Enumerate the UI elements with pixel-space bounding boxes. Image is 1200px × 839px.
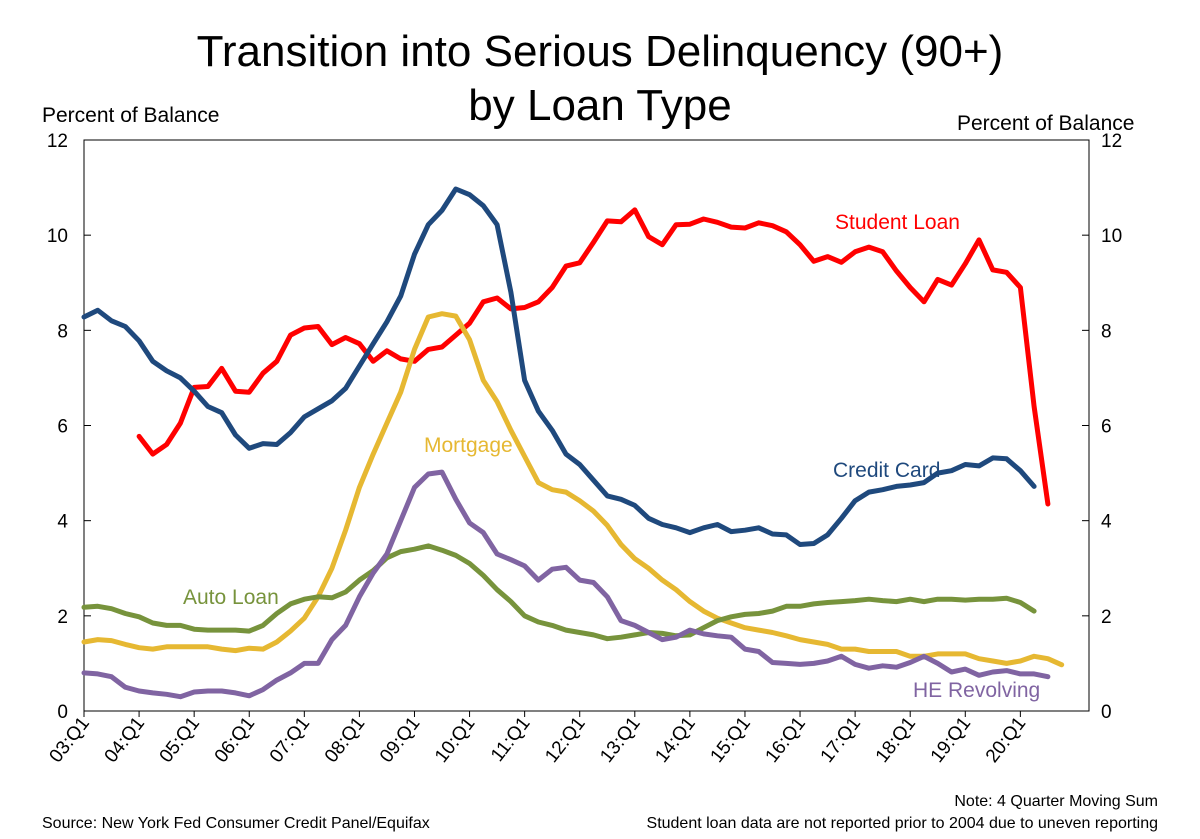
x-tick-label: 07:Q1	[266, 713, 314, 767]
source-text: Source: New York Fed Consumer Credit Pan…	[42, 815, 430, 832]
x-tick-label: 20:Q1	[982, 713, 1030, 767]
x-tick-label: 04:Q1	[101, 713, 149, 767]
y-tick-label-right: 6	[1101, 417, 1112, 438]
y-tick-label-left: 0	[57, 702, 68, 723]
x-tick-label: 17:Q1	[817, 713, 865, 767]
series-line-he-revolving	[81, 469, 1051, 700]
x-tick-label: 18:Q1	[872, 713, 920, 767]
chart-title-line2: by Loan Type	[468, 81, 732, 130]
y-tick-label-left: 12	[47, 131, 68, 152]
y-tick-label-right: 4	[1101, 512, 1112, 533]
y-tick-label-left: 8	[57, 321, 68, 342]
series-labels: Student Loan Credit Card Mortgage Auto L…	[183, 211, 1040, 702]
y-tick-label-left: 6	[57, 417, 68, 438]
label-mortgage: Mortgage	[424, 434, 513, 457]
x-tick-label: 11:Q1	[487, 713, 535, 766]
y-tick-label-right: 10	[1101, 226, 1122, 247]
y-tick-label-right: 8	[1101, 321, 1112, 342]
y-axis-label-left: Percent of Balance	[42, 104, 220, 127]
x-ticks: 03:Q1 04:Q1 05:Q1 06:Q1 07:Q1 08:Q1 09:Q1 10:Q1…	[46, 711, 1030, 767]
x-tick-label: 19:Q1	[927, 713, 975, 767]
x-tick-label: 05:Q1	[156, 713, 204, 767]
series-line-auto-loan	[81, 543, 1037, 642]
x-tick-label: 06:Q1	[211, 713, 259, 767]
label-auto-loan: Auto Loan	[183, 586, 279, 609]
series-line-student-loan	[136, 207, 1051, 507]
y-tick-label-right: 0	[1101, 702, 1112, 723]
series-lines	[81, 186, 1065, 700]
x-tick-label: 08:Q1	[321, 713, 369, 767]
y-ticks-left: 0 2 4 6 8 10 12	[47, 131, 91, 723]
note-student-loan: Student loan data are not reported prior…	[646, 815, 1158, 832]
label-he-revolving: HE Revolving	[913, 679, 1040, 702]
y-ticks-right: 0 2 4 6 8 10 12	[1082, 131, 1122, 723]
x-tick-label: 16:Q1	[762, 713, 810, 767]
y-tick-label-left: 4	[57, 512, 68, 533]
x-tick-label: 13:Q1	[596, 713, 644, 767]
note-moving-sum: Note: 4 Quarter Moving Sum	[954, 793, 1158, 810]
x-tick-label: 09:Q1	[376, 713, 424, 767]
x-tick-label: 12:Q1	[541, 713, 589, 767]
x-tick-label: 03:Q1	[46, 713, 94, 767]
label-credit-card: Credit Card	[833, 459, 940, 482]
x-tick-label: 10:Q1	[431, 713, 479, 767]
chart-title-line1: Transition into Serious Delinquency (90+…	[196, 27, 1004, 76]
x-tick-label: 15:Q1	[706, 713, 754, 767]
y-tick-label-left: 2	[57, 607, 68, 628]
y-tick-label-right: 2	[1101, 607, 1112, 628]
y-tick-label-left: 10	[47, 226, 68, 247]
y-tick-label-right: 12	[1101, 131, 1122, 152]
x-tick-label: 14:Q1	[651, 713, 699, 767]
label-student-loan: Student Loan	[835, 211, 960, 234]
y-axis-label-right: Percent of Balance	[957, 112, 1135, 135]
series-line-credit-card	[81, 186, 1037, 547]
series-line-mortgage	[81, 311, 1065, 668]
